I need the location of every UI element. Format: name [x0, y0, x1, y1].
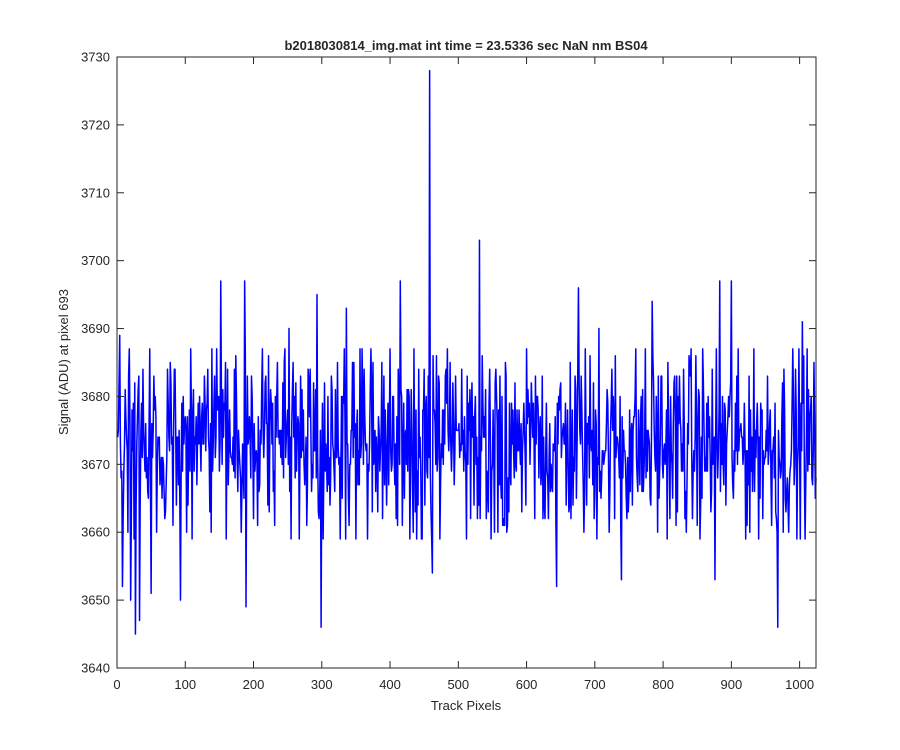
x-tick-label: 400	[379, 677, 401, 692]
x-axis-title: Track Pixels	[431, 698, 502, 713]
y-tick-label: 3690	[81, 321, 110, 336]
x-tick-label: 700	[584, 677, 606, 692]
x-tick-label: 300	[311, 677, 333, 692]
series-layer	[116, 69, 817, 635]
y-tick-label: 3720	[81, 117, 110, 132]
plot-area	[117, 57, 816, 668]
axes-box	[116, 56, 817, 669]
y-axis: 3640 3650 3660 3670 3680 3690 3700 3710 3720 3730	[81, 50, 816, 676]
y-tick-label: 3710	[81, 185, 110, 200]
x-axis: 0 100 200 300 400 500 600 700 800 900 1000	[113, 57, 814, 692]
x-tick-label: 800	[652, 677, 674, 692]
y-tick-label: 3670	[81, 457, 110, 472]
y-tick-label: 3660	[81, 525, 110, 540]
y-axis-title: Signal (ADU) at pixel 693	[56, 289, 71, 435]
y-tick-label: 3650	[81, 593, 110, 608]
y-tick-label: 3730	[81, 50, 110, 65]
chart-title: b2018030814_img.mat int time = 23.5336 s…	[284, 38, 648, 53]
x-tick-label: 900	[721, 677, 743, 692]
y-tick-label: 3680	[81, 389, 110, 404]
x-tick-label: 0	[113, 677, 120, 692]
series-line	[116, 69, 817, 635]
x-tick-label: 200	[243, 677, 265, 692]
y-tick-label: 3700	[81, 253, 110, 268]
x-tick-label: 1000	[785, 677, 814, 692]
x-tick-label: 600	[516, 677, 538, 692]
y-tick-label: 3640	[81, 661, 110, 676]
x-tick-label: 100	[174, 677, 196, 692]
x-tick-label: 500	[447, 677, 469, 692]
